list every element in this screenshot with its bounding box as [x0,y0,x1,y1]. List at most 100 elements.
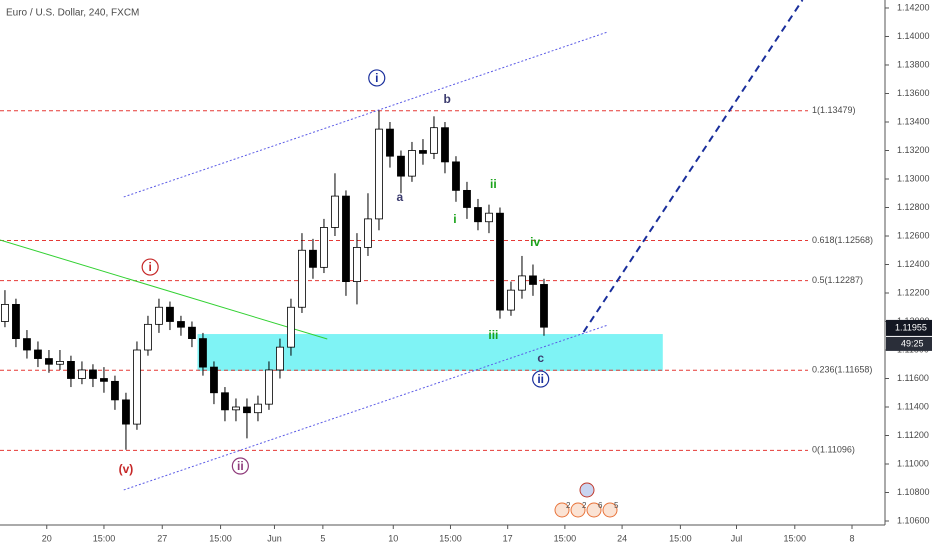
candle-body [56,361,64,365]
wave-label: ii [237,459,244,473]
trendline [582,0,804,333]
y-tick-label: 1.14200 [897,2,930,12]
fib-label: 0.618(1.12568) [812,235,873,245]
candle-body [1,303,9,322]
x-tick-label: 24 [617,533,627,543]
y-tick-label: 1.13600 [897,88,930,98]
candle-body [34,349,42,359]
y-tick-label: 1.13800 [897,59,930,69]
candle-body [496,212,504,311]
y-tick-label: 1.12600 [897,230,930,240]
wave-label: ii [537,372,544,386]
candle-body [210,366,218,394]
wave-label: ii [490,177,497,191]
x-tick-label: 10 [388,533,398,543]
candle-body [232,406,240,411]
candle-body [111,380,119,401]
x-tick-label: 5 [320,533,325,543]
fib-label: 0(1.11096) [812,445,855,455]
y-tick-label: 1.10800 [897,487,930,497]
candle-body [408,150,416,177]
y-tick-label: 1.12200 [897,287,930,297]
candle-body [441,127,449,163]
target-zone [197,334,663,371]
candle-body [397,155,405,177]
candle-body [254,403,262,414]
candle-body [199,338,207,368]
x-tick-label: 15:00 [669,533,692,543]
candle-body [144,323,152,351]
candle-body [331,195,339,228]
event-count: 2 [566,501,571,510]
candle-body [529,275,537,285]
event-icon [602,502,618,518]
candle-body [265,369,273,405]
event-icon [586,502,602,518]
candle-body [243,406,251,414]
fib-label: 0.236(1.11658) [812,365,872,375]
y-tick-label: 1.11400 [897,401,929,411]
trendline [123,31,608,198]
candle-body [518,275,526,291]
trendline [0,239,328,340]
candle-body [419,150,427,154]
candle-body [463,189,471,208]
candle-body [155,306,163,325]
candle-body [122,399,130,425]
wave-circle [141,258,159,276]
event-count: 2 [582,501,587,510]
wave-label: i [375,71,378,85]
y-tick-label: 1.14000 [897,31,930,41]
x-tick-label: 15:00 [439,533,462,543]
y-tick-label: 1.11000 [897,458,929,468]
event-icon [579,482,595,498]
wave-label: (v) [119,462,134,476]
y-tick-label: 1.13000 [897,173,930,183]
candle-body [287,306,295,348]
candle-body [166,306,174,322]
candle-body [177,321,185,328]
y-tick-label: 1.12400 [897,259,930,269]
candle-body [320,227,328,268]
last-price-box [886,319,932,336]
candle-body [342,195,350,282]
wave-label: iv [530,235,540,249]
candle-body [507,289,515,311]
wave-label: iii [488,328,498,342]
x-tick-label: 15:00 [209,533,232,543]
candle-body [188,326,196,339]
candle-body [100,378,108,382]
trendline [123,324,608,491]
candle-body [386,128,394,157]
wave-label: i [148,260,151,274]
candle-body [89,369,97,379]
candle-body [12,303,20,339]
wave-label: c [537,351,544,365]
candle-body [540,284,548,328]
wave-circle [532,370,550,388]
x-tick-label: 15:00 [784,533,807,543]
fib-label: 0.5(1.12287) [812,275,863,285]
candle-body [23,338,31,351]
y-tick-label: 1.12800 [897,202,930,212]
y-tick-label: 1.13400 [897,116,930,126]
wave-label: b [444,92,451,106]
candle-body [375,128,383,220]
event-icon [570,502,586,518]
candle-body [298,249,306,308]
wave-label: a [397,190,404,204]
x-tick-label: 15:00 [554,533,577,543]
candle-body [45,358,53,365]
countdown-label: 49:25 [901,338,924,348]
last-price-label: 1.11955 [895,322,927,332]
candle-body [276,346,284,371]
x-tick-label: 15:00 [93,533,116,543]
candle-body [221,392,229,411]
candle-body [67,361,75,379]
y-tick-label: 1.13200 [897,145,930,155]
wave-circle [368,69,386,87]
chart-title: Euro / U.S. Dollar, 240, FXCM [6,8,139,19]
candle-body [364,218,372,248]
candle-body [133,349,141,425]
